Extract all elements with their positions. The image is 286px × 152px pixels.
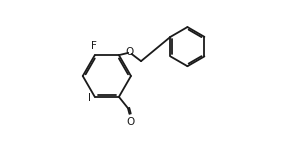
Text: F: F bbox=[91, 41, 97, 51]
Text: O: O bbox=[126, 117, 134, 127]
Text: I: I bbox=[88, 93, 91, 103]
Text: O: O bbox=[126, 47, 134, 57]
